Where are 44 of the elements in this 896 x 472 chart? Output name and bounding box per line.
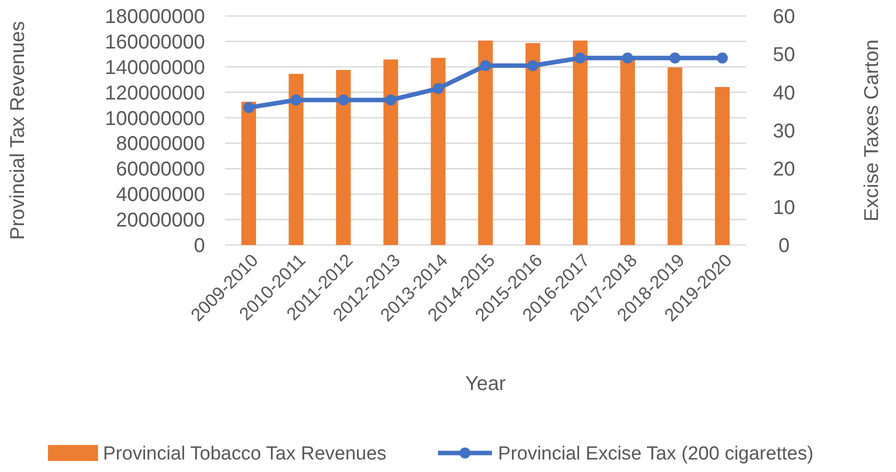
legend-label: Provincial Excise Tax (200 cigarettes) xyxy=(498,444,814,465)
y2-tick-label: 20 xyxy=(772,158,796,181)
y-tick-label: 180000000 xyxy=(104,6,205,28)
point xyxy=(669,52,680,64)
y2-axis-title: Excise Taxes Carton xyxy=(861,40,883,222)
y2-tick-label: 10 xyxy=(772,196,796,219)
y2-tick-label: 30 xyxy=(772,120,796,142)
bar xyxy=(288,74,304,245)
point xyxy=(574,52,586,64)
y2-tick-label: 60 xyxy=(772,6,796,28)
point xyxy=(480,60,491,72)
bar xyxy=(572,40,588,245)
y-tick-label: 120000000 xyxy=(104,82,205,104)
point xyxy=(338,94,349,106)
y-tick-label: 0 xyxy=(194,235,205,257)
y-tick-label: 80000000 xyxy=(116,133,205,156)
y2-tick-label: 40 xyxy=(772,82,796,104)
y-tick-label: 40000000 xyxy=(116,184,205,206)
bar xyxy=(383,60,398,245)
y-tick-label: 20000000 xyxy=(116,210,205,232)
bar xyxy=(478,40,493,245)
x-axis-title: Year xyxy=(465,373,506,395)
bar xyxy=(430,58,446,245)
y-tick-label: 160000000 xyxy=(104,31,205,54)
point xyxy=(290,94,302,106)
y-tick-label: 60000000 xyxy=(116,158,205,181)
legend-label: Provincial Tobacco Tax Revenues xyxy=(103,444,386,465)
bar xyxy=(336,70,351,245)
bar xyxy=(241,102,256,245)
point xyxy=(243,102,254,114)
bar xyxy=(668,67,682,245)
y2-tick-label: 50 xyxy=(772,44,796,66)
y-tick-label: 140000000 xyxy=(104,56,205,79)
y-tick-label: 100000000 xyxy=(104,108,205,130)
y2-tick-label: 0 xyxy=(778,235,790,257)
bar xyxy=(714,86,730,245)
point xyxy=(527,60,538,72)
point xyxy=(432,83,444,94)
bar xyxy=(620,59,635,245)
point xyxy=(716,52,728,64)
point xyxy=(385,94,396,106)
point xyxy=(622,52,634,64)
bar xyxy=(526,43,540,245)
y-axis-title: Provincial Tax Revenues xyxy=(7,21,29,240)
